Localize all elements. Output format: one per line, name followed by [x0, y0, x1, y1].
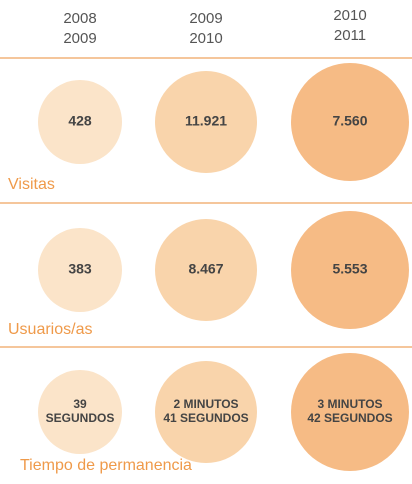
- bubble-value: 2 MINUTOS: [173, 397, 238, 411]
- section-label: Visitas: [8, 176, 55, 193]
- bubble-value: 3 MINUTOS: [317, 397, 382, 411]
- value-bubble: [155, 361, 257, 463]
- value-bubble: [291, 353, 409, 471]
- section-label: Usuarios/as: [8, 321, 92, 338]
- column-header: 2008: [63, 10, 96, 27]
- bubble-value: 7.560: [332, 113, 367, 129]
- column-header: 2009: [189, 10, 222, 27]
- bubble-value: 428: [68, 113, 92, 129]
- value-bubble: [291, 211, 409, 329]
- bubble-value: 41 SEGUNDOS: [163, 411, 248, 425]
- bubble-value: 42 SEGUNDOS: [307, 411, 392, 425]
- value-bubble: [38, 228, 122, 312]
- column-header: 2011: [334, 27, 366, 44]
- value-bubble: [38, 370, 122, 454]
- value-bubble: [38, 80, 122, 164]
- section-label: Tiempo de permanencia: [20, 457, 192, 474]
- column-header: 2010: [333, 7, 366, 24]
- value-bubble: [155, 219, 257, 321]
- bubble-value: 8.467: [188, 261, 223, 277]
- value-bubble: [155, 71, 257, 173]
- column-header: 2010: [189, 30, 222, 47]
- bubble-value: SEGUNDOS: [46, 411, 115, 425]
- bubble-value: 5.553: [332, 261, 367, 277]
- bubble-value: 39: [73, 397, 87, 411]
- bubble-value: 11.921: [185, 113, 227, 129]
- column-header: 2009: [63, 30, 96, 47]
- value-bubble: [291, 63, 409, 181]
- bubble-value: 383: [68, 261, 92, 277]
